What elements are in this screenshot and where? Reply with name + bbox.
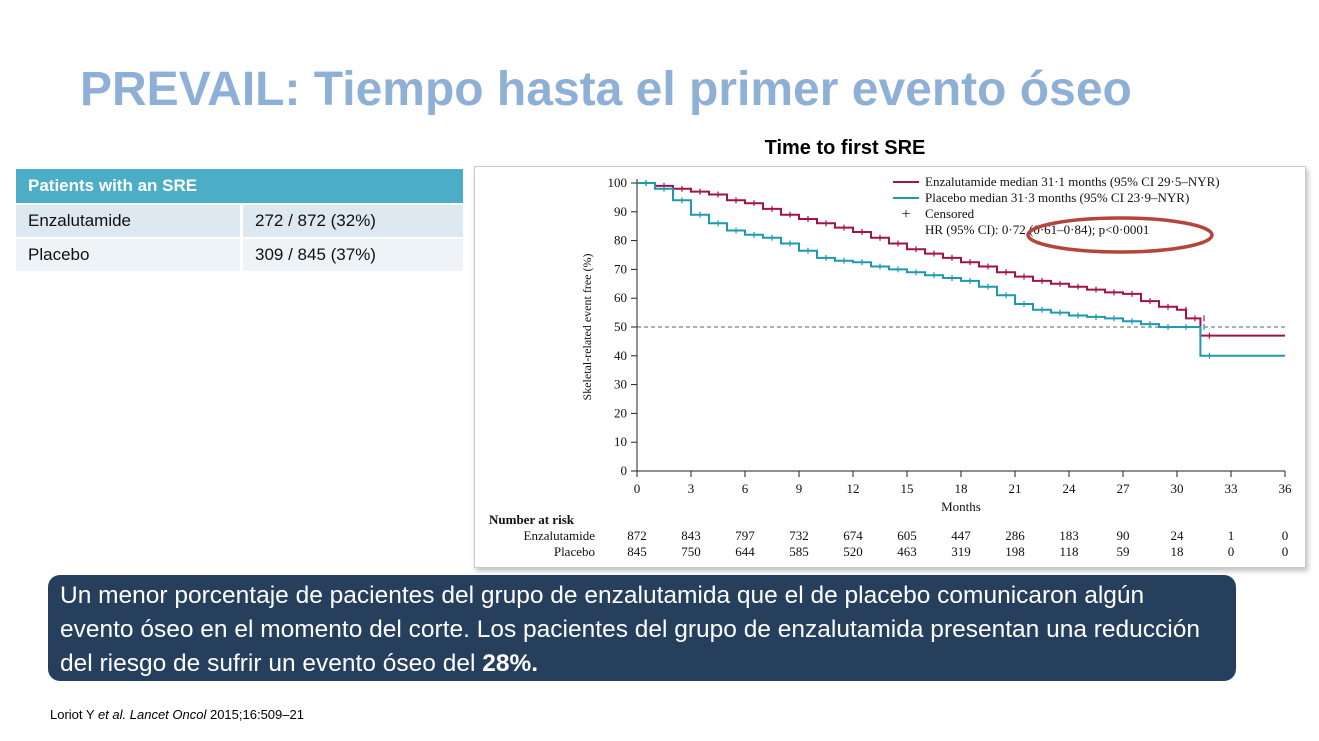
censored-icon: + (901, 206, 910, 223)
sre-table: Patients with an SRE Enzalutamide 272 / … (16, 169, 463, 271)
number-at-risk-label: Number at risk (489, 512, 575, 527)
y-tick-label: 20 (614, 405, 627, 420)
risk-count: 59 (1117, 544, 1130, 559)
x-tick-label: 0 (634, 481, 641, 496)
x-tick-label: 36 (1279, 481, 1293, 496)
series-line-enzalutamide (637, 182, 1285, 337)
summary-text: Un menor porcentaje de pacientes del gru… (60, 582, 1201, 677)
risk-count: 644 (735, 544, 755, 559)
sre-table-header: Patients with an SRE (16, 169, 463, 203)
x-tick-label: 15 (901, 481, 914, 496)
y-tick-label: 100 (608, 175, 628, 190)
risk-count: 520 (843, 544, 863, 559)
risk-count: 463 (897, 544, 917, 559)
risk-count: 183 (1059, 528, 1079, 543)
risk-count: 286 (1005, 528, 1025, 543)
table-row: Placebo 309 / 845 (37%) (16, 237, 463, 271)
risk-count: 0 (1282, 544, 1289, 559)
ref-authors: Loriot Y (50, 707, 98, 722)
risk-count: 843 (681, 528, 701, 543)
ref-etal: et al. (97, 707, 127, 722)
x-tick-label: 3 (688, 481, 695, 496)
x-tick-label: 24 (1063, 481, 1077, 496)
legend-entry-censored: Censored (925, 206, 975, 221)
risk-count: 1 (1228, 528, 1235, 543)
risk-count: 319 (951, 544, 971, 559)
risk-count: 845 (627, 544, 647, 559)
x-tick-label: 6 (742, 481, 749, 496)
y-tick-label: 10 (614, 434, 627, 449)
risk-count: 797 (735, 528, 755, 543)
km-chart-panel: 0 10 20 30 40 50 60 70 80 90 100 0 3 6 9 12 15 18 21 24 27 30… (474, 166, 1306, 568)
legend-entry-enzalutamide: Enzalutamide median 31·1 months (95% CI … (925, 174, 1220, 189)
x-tick-label: 18 (955, 481, 968, 496)
x-tick-label: 21 (1009, 481, 1022, 496)
reference: Loriot Y et al. Lancet Oncol 2015;16:509… (50, 707, 304, 722)
y-tick-label: 80 (614, 233, 627, 248)
row-value-placebo: 309 / 845 (37%) (240, 237, 463, 271)
risk-count: 90 (1117, 528, 1130, 543)
x-tick-label: 27 (1117, 481, 1131, 496)
ref-journal: Lancet Oncol (126, 707, 207, 722)
x-tick-label: 9 (796, 481, 803, 496)
risk-count: 0 (1282, 528, 1289, 543)
slide-title: PREVAIL: Tiempo hasta el primer evento ó… (80, 63, 1132, 116)
legend-hazard-ratio: HR (95% CI): 0·72 (0·61–0·84); p<0·0001 (925, 222, 1149, 237)
sre-table-header-row: Patients with an SRE (16, 169, 463, 203)
risk-count: 585 (789, 544, 809, 559)
y-tick-label: 40 (614, 348, 627, 363)
ref-citation: 2015;16:509–21 (206, 707, 304, 722)
risk-count: 198 (1005, 544, 1025, 559)
y-tick-label: 0 (621, 463, 628, 478)
risk-count: 750 (681, 544, 701, 559)
summary-highlight: 28%. (482, 650, 539, 677)
y-axis-label: Skeletal-related event free (%) (580, 254, 594, 401)
risk-count: 24 (1171, 528, 1185, 543)
y-tick-label: 90 (614, 204, 627, 219)
x-axis-label: Months (941, 499, 981, 514)
hr-highlight-oval (1026, 216, 1214, 254)
x-tick-label: 30 (1171, 481, 1184, 496)
risk-count: 0 (1228, 544, 1235, 559)
risk-count: 118 (1059, 544, 1078, 559)
risk-count: 447 (951, 528, 971, 543)
summary-note: Un menor porcentaje de pacientes del gru… (48, 575, 1236, 681)
risk-row-label: Placebo (554, 544, 595, 559)
table-row: Enzalutamide 272 / 872 (32%) (16, 203, 463, 237)
x-tick-label: 12 (847, 481, 860, 496)
chart-title: Time to first SRE (764, 137, 926, 159)
risk-count: 674 (843, 528, 863, 543)
row-label-enzalutamide: Enzalutamide (16, 203, 240, 237)
row-value-enzalutamide: 272 / 872 (32%) (240, 203, 463, 237)
x-tick-label: 33 (1225, 481, 1238, 496)
y-tick-label: 30 (614, 377, 627, 392)
y-tick-label: 70 (614, 261, 627, 276)
y-tick-label: 50 (614, 319, 627, 334)
row-label-placebo: Placebo (16, 237, 240, 271)
risk-count: 872 (627, 528, 647, 543)
risk-count: 732 (789, 528, 809, 543)
risk-row-label: Enzalutamide (524, 528, 596, 543)
risk-count: 605 (897, 528, 917, 543)
risk-count: 18 (1171, 544, 1184, 559)
legend-entry-placebo: Placebo median 31·3 months (95% CI 23·9–… (925, 190, 1189, 205)
y-tick-label: 60 (614, 290, 627, 305)
